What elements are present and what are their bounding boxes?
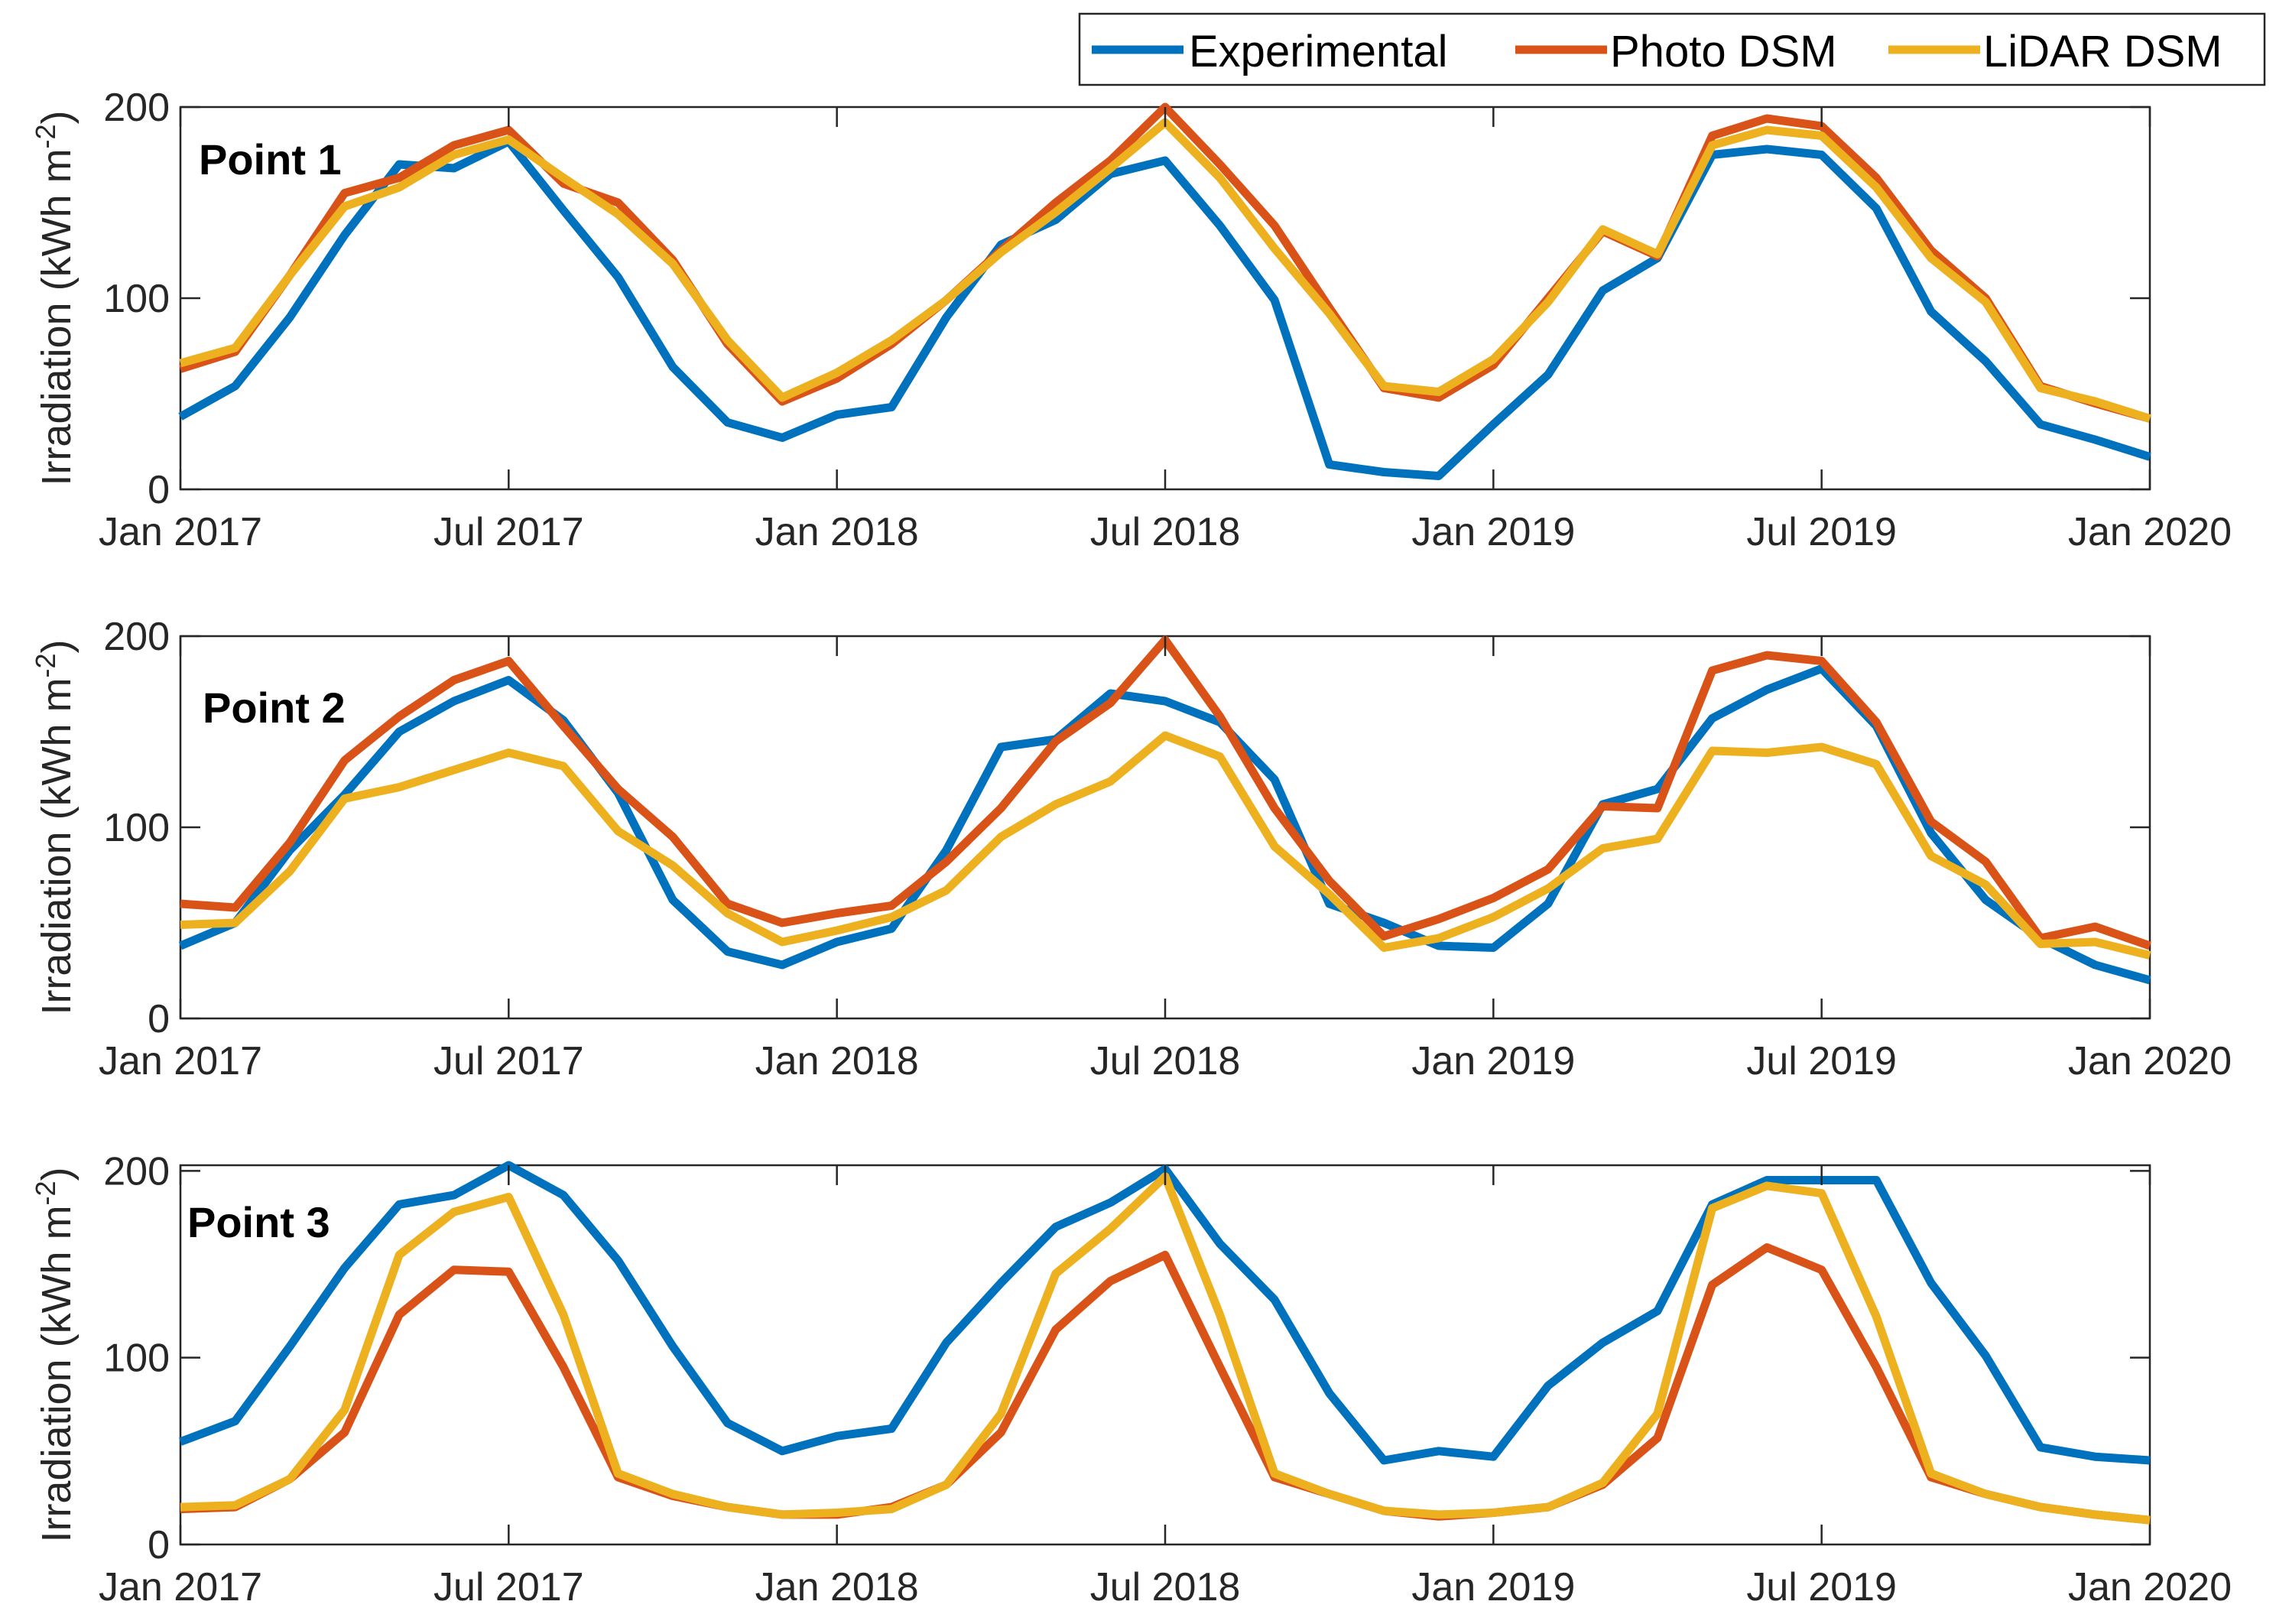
axes-box: [179, 1164, 2151, 1546]
x-tick-label: Jan 2019: [1411, 1039, 1575, 1083]
chart-panel-1: 0 100 200 Jan 2017 Jul 2017 Jan 2018 Jul 2018 J…: [30, 86, 2232, 554]
x-tick-label: Jan 2020: [2068, 510, 2232, 554]
x-tick-label: Jan 2020: [2068, 1565, 2232, 1609]
y-axis-label-close: ): [34, 110, 80, 124]
series-line-photo-dsm: [180, 1243, 2151, 1525]
y-axis-label-sup: -2: [30, 124, 61, 148]
y-tick-label: 0: [148, 468, 170, 512]
x-tick-label: Jan 2017: [99, 510, 262, 554]
panel-title: Point 2: [203, 684, 346, 732]
series-line-lidar-dsm: [180, 1172, 2151, 1525]
x-tick-label: Jul 2018: [1090, 1039, 1241, 1083]
legend-box: [1078, 12, 2266, 86]
x-tick-label: Jul 2018: [1090, 1565, 1241, 1609]
y-tick-label: 100: [103, 277, 170, 321]
y-axis-label-close: ): [34, 639, 80, 653]
x-tick-label: Jan 2019: [1411, 510, 1575, 554]
series-line-experimental: [178, 664, 2151, 985]
y-axis-label-sup: -2: [30, 653, 61, 677]
x-tick-label: Jan 2017: [99, 1039, 262, 1083]
y-tick-label: 100: [103, 806, 170, 850]
panel-title: Point 3: [187, 1198, 330, 1246]
y-axis-label: Irradiation (kWh m-2): [30, 639, 80, 1015]
series-line-experimental: [178, 137, 2151, 480]
legend-item-lidar-dsm: LiDAR DSM: [1888, 27, 2222, 76]
y-tick-label: 200: [103, 615, 170, 659]
series-line-lidar-dsm: [180, 731, 2151, 960]
y-axis-label: Irradiation (kWh m-2): [30, 110, 80, 486]
x-tick-label: Jul 2019: [1746, 1039, 1897, 1083]
x-tick-label: Jul 2017: [433, 1039, 584, 1083]
y-tick-label: 100: [103, 1337, 170, 1381]
y-axis-label: Irradiation (kWh m-2): [30, 1167, 80, 1542]
y-tick-label: 200: [103, 1149, 170, 1194]
legend-label-experimental: Experimental: [1189, 27, 1447, 76]
legend: Experimental Photo DSM LiDAR DSM: [1078, 12, 2266, 86]
legend-item-experimental: Experimental: [1092, 27, 1447, 76]
x-tick-label: Jul 2017: [433, 1565, 584, 1609]
series-line-photo-dsm: [180, 635, 2151, 950]
y-tick-label: 200: [103, 86, 170, 130]
x-tick-label: Jan 2018: [755, 1039, 919, 1083]
y-axis-label-sup: -2: [30, 1181, 61, 1205]
y-tick-label: 0: [148, 997, 170, 1041]
x-tick-label: Jul 2019: [1746, 510, 1897, 554]
x-tick-label: Jul 2018: [1090, 510, 1241, 554]
x-tick-label: Jan 2017: [99, 1565, 262, 1609]
chart-panel-3: 0 100 200 Jan 2017 Jul 2017 Jan 2018 Jul 2018 J…: [30, 1149, 2232, 1609]
panel-title: Point 1: [199, 135, 342, 184]
legend-label-photo-dsm: Photo DSM: [1610, 27, 1837, 76]
legend-item-photo-dsm: Photo DSM: [1515, 27, 1837, 76]
x-tick-label: Jul 2017: [433, 510, 584, 554]
x-tick-label: Jan 2018: [755, 1565, 919, 1609]
x-tick-label: Jul 2019: [1746, 1565, 1897, 1609]
y-axis-label-main: Irradiation (kWh m: [34, 1205, 80, 1542]
x-tick-label: Jan 2018: [755, 510, 919, 554]
y-axis-label-close: ): [34, 1167, 80, 1181]
x-tick-label: Jan 2019: [1411, 1565, 1575, 1609]
chart-panel-2: 0 100 200 Jan 2017 Jul 2017 Jan 2018 Jul 2018 J…: [30, 615, 2232, 1083]
x-tick-label: Jan 2020: [2068, 1039, 2232, 1083]
y-tick-label: 0: [148, 1523, 170, 1567]
y-axis-label-main: Irradiation (kWh m: [34, 677, 80, 1015]
legend-label-lidar-dsm: LiDAR DSM: [1983, 27, 2222, 76]
y-axis-label-main: Irradiation (kWh m: [34, 148, 80, 486]
